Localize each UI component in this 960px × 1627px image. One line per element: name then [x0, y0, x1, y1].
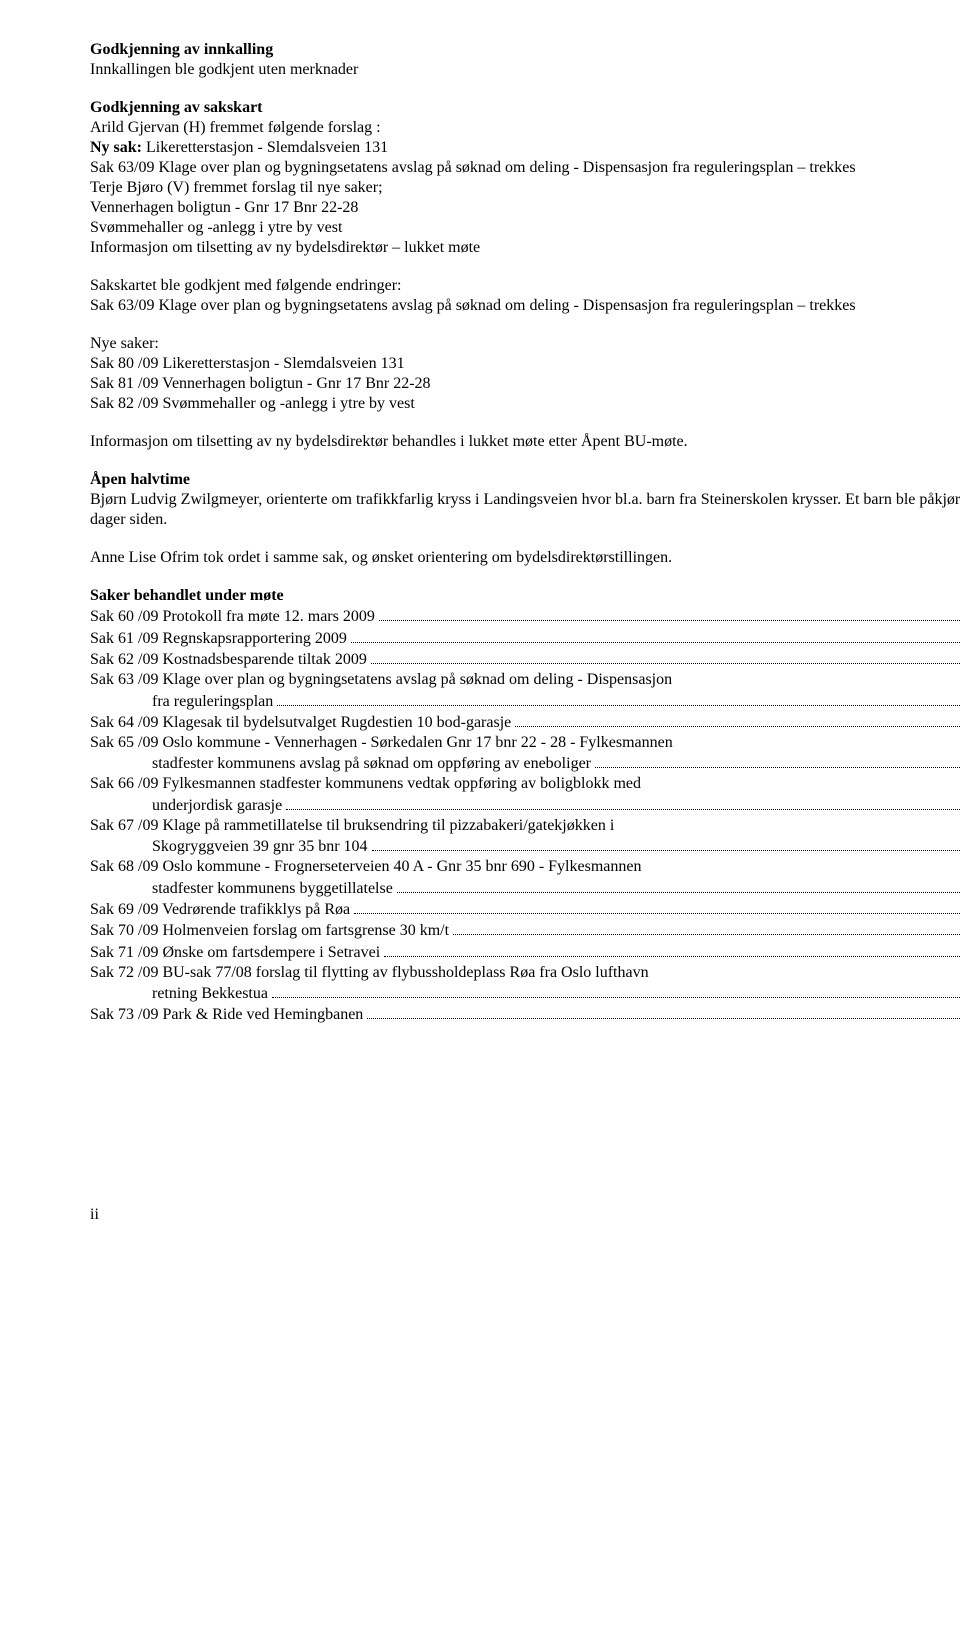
page-number: ii: [90, 1205, 960, 1225]
toc-label: Sak 70 /09 Holmenveien forslag om fartsg…: [90, 921, 449, 941]
toc-label: Sak 65 /09 Oslo kommune - Vennerhagen - …: [90, 733, 673, 753]
toc-entry: Sak 63 /09 Klage over plan og bygningset…: [90, 670, 960, 690]
toc-entry-cont: underjordisk garasje2: [90, 794, 960, 815]
text-line: Svømmehaller og -anlegg i ytre by vest: [90, 218, 960, 238]
text-line: Sak 82 /09 Svømmehaller og -anlegg i ytr…: [90, 394, 960, 414]
toc-leader-dots: [515, 712, 960, 727]
text-line: Anne Lise Ofrim tok ordet i samme sak, o…: [90, 548, 960, 568]
toc-entry: Sak 60 /09 Protokoll fra møte 12. mars 2…: [90, 606, 960, 627]
toc-leader-dots: [379, 606, 960, 621]
section-anne-lise: Anne Lise Ofrim tok ordet i samme sak, o…: [90, 548, 960, 568]
toc-label: Sak 64 /09 Klagesak til bydelsutvalget R…: [90, 713, 511, 733]
toc-label: Sak 69 /09 Vedrørende trafikklys på Røa: [90, 900, 350, 920]
toc-entry-cont: stadfester kommunens byggetillatelse3: [90, 877, 960, 898]
toc-label: Sak 73 /09 Park & Ride ved Hemingbanen: [90, 1005, 363, 1025]
section-godkjenning-sakskart: Godkjenning av sakskart Arild Gjervan (H…: [90, 98, 960, 258]
toc-label: Sak 71 /09 Ønske om fartsdempere i Setra…: [90, 943, 380, 963]
toc-leader-dots: [367, 1004, 960, 1019]
toc-entry-cont: stadfester kommunens avslag på søknad om…: [90, 753, 960, 774]
toc-label-cont: fra reguleringsplan: [90, 692, 273, 712]
toc-entry: Sak 73 /09 Park & Ride ved Hemingbanen6: [90, 1004, 960, 1025]
section-apen-halvtime: Åpen halvtime Bjørn Ludvig Zwilgmeyer, o…: [90, 470, 960, 530]
toc-entry: Sak 69 /09 Vedrørende trafikklys på Røa3: [90, 899, 960, 920]
toc-leader-dots: [354, 899, 960, 914]
toc-label-cont: underjordisk garasje: [90, 796, 282, 816]
text-line: Vennerhagen boligtun - Gnr 17 Bnr 22-28: [90, 198, 960, 218]
text-line: Nye saker:: [90, 334, 960, 354]
toc-leader-dots: [595, 753, 960, 768]
toc-entry: Sak 64 /09 Klagesak til bydelsutvalget R…: [90, 712, 960, 733]
toc-leader-dots: [371, 649, 960, 664]
toc-label: Sak 60 /09 Protokoll fra møte 12. mars 2…: [90, 607, 375, 627]
toc-label-cont: retning Bekkestua: [90, 984, 268, 1004]
toc-label: Sak 68 /09 Oslo kommune - Frognerseterve…: [90, 857, 641, 877]
heading-toc: Saker behandlet under møte: [90, 586, 960, 606]
toc-label: Sak 72 /09 BU-sak 77/08 forslag til flyt…: [90, 963, 649, 983]
section-godkjenning-innkalling: Godkjenning av innkalling Innkallingen b…: [90, 40, 960, 80]
toc-label: Sak 61 /09 Regnskapsrapportering 2009: [90, 629, 347, 649]
toc-entry-cont: retning Bekkestua5: [90, 983, 960, 1004]
text-line: Sak 81 /09 Vennerhagen boligtun - Gnr 17…: [90, 374, 960, 394]
toc-label-cont: stadfester kommunens avslag på søknad om…: [90, 754, 591, 774]
text-line: Informasjon om tilsetting av ny bydelsdi…: [90, 238, 960, 258]
text-line: Terje Bjøro (V) fremmet forslag til nye …: [90, 178, 960, 198]
toc-label-cont: stadfester kommunens byggetillatelse: [90, 879, 393, 899]
text-line: Innkallingen ble godkjent uten merknader: [90, 60, 960, 80]
toc-entry: Sak 62 /09 Kostnadsbesparende tiltak 200…: [90, 649, 960, 670]
heading-godkjenning-sakskart: Godkjenning av sakskart: [90, 98, 960, 118]
label-ny-sak: Ny sak:: [90, 139, 142, 156]
toc-leader-dots: [453, 920, 960, 935]
toc-entry: Sak 68 /09 Oslo kommune - Frognerseterve…: [90, 857, 960, 877]
toc-leader-dots: [272, 983, 960, 998]
text-line: Informasjon om tilsetting av ny bydelsdi…: [90, 432, 960, 452]
text-line: Sak 63/09 Klage over plan og bygningseta…: [90, 296, 960, 316]
text-line: Bjørn Ludvig Zwilgmeyer, orienterte om t…: [90, 490, 960, 530]
toc-leader-dots: [372, 836, 960, 851]
section-sakskart-endringer: Sakskartet ble godkjent med følgende end…: [90, 276, 960, 316]
toc-entry: Sak 72 /09 BU-sak 77/08 forslag til flyt…: [90, 963, 960, 983]
toc-entry: Sak 66 /09 Fylkesmannen stadfester kommu…: [90, 774, 960, 794]
text-line: Sak 63/09 Klage over plan og bygningseta…: [90, 158, 960, 178]
toc-entry: Sak 65 /09 Oslo kommune - Vennerhagen - …: [90, 733, 960, 753]
toc-entry: Sak 61 /09 Regnskapsrapportering 20091: [90, 627, 960, 648]
toc-label: Sak 63 /09 Klage over plan og bygningset…: [90, 670, 672, 690]
toc-leader-dots: [286, 794, 960, 809]
toc-label: Sak 67 /09 Klage på rammetillatelse til …: [90, 816, 614, 836]
heading-apen-halvtime: Åpen halvtime: [90, 470, 960, 490]
text-line: Sak 80 /09 Likeretterstasjon - Slemdalsv…: [90, 354, 960, 374]
toc-leader-dots: [351, 627, 960, 642]
text-inline: Likeretterstasjon - Slemdalsveien 131: [142, 139, 388, 156]
text-line: Arild Gjervan (H) fremmet følgende forsl…: [90, 118, 960, 138]
toc-label: Sak 62 /09 Kostnadsbesparende tiltak 200…: [90, 650, 367, 670]
section-nye-saker: Nye saker: Sak 80 /09 Likeretterstasjon …: [90, 334, 960, 414]
toc-entry: Sak 67 /09 Klage på rammetillatelse til …: [90, 816, 960, 836]
toc-entry: Sak 70 /09 Holmenveien forslag om fartsg…: [90, 920, 960, 941]
toc-entry-cont: fra reguleringsplan1: [90, 690, 960, 711]
toc-label: Sak 66 /09 Fylkesmannen stadfester kommu…: [90, 774, 641, 794]
toc-leader-dots: [397, 877, 960, 892]
section-info-tilsetting: Informasjon om tilsetting av ny bydelsdi…: [90, 432, 960, 452]
toc-entry: Sak 71 /09 Ønske om fartsdempere i Setra…: [90, 941, 960, 962]
text-line: Sakskartet ble godkjent med følgende end…: [90, 276, 960, 296]
section-toc: Saker behandlet under møte Sak 60 /09 Pr…: [90, 586, 960, 1025]
toc-leader-dots: [384, 941, 960, 956]
toc-entry-cont: Skogryggveien 39 gnr 35 bnr 1043: [90, 836, 960, 857]
heading-godkjenning-innkalling: Godkjenning av innkalling: [90, 40, 960, 60]
text-line: Ny sak: Likeretterstasjon - Slemdalsveie…: [90, 138, 960, 158]
toc-label-cont: Skogryggveien 39 gnr 35 bnr 104: [90, 837, 368, 857]
toc-leader-dots: [277, 690, 960, 705]
